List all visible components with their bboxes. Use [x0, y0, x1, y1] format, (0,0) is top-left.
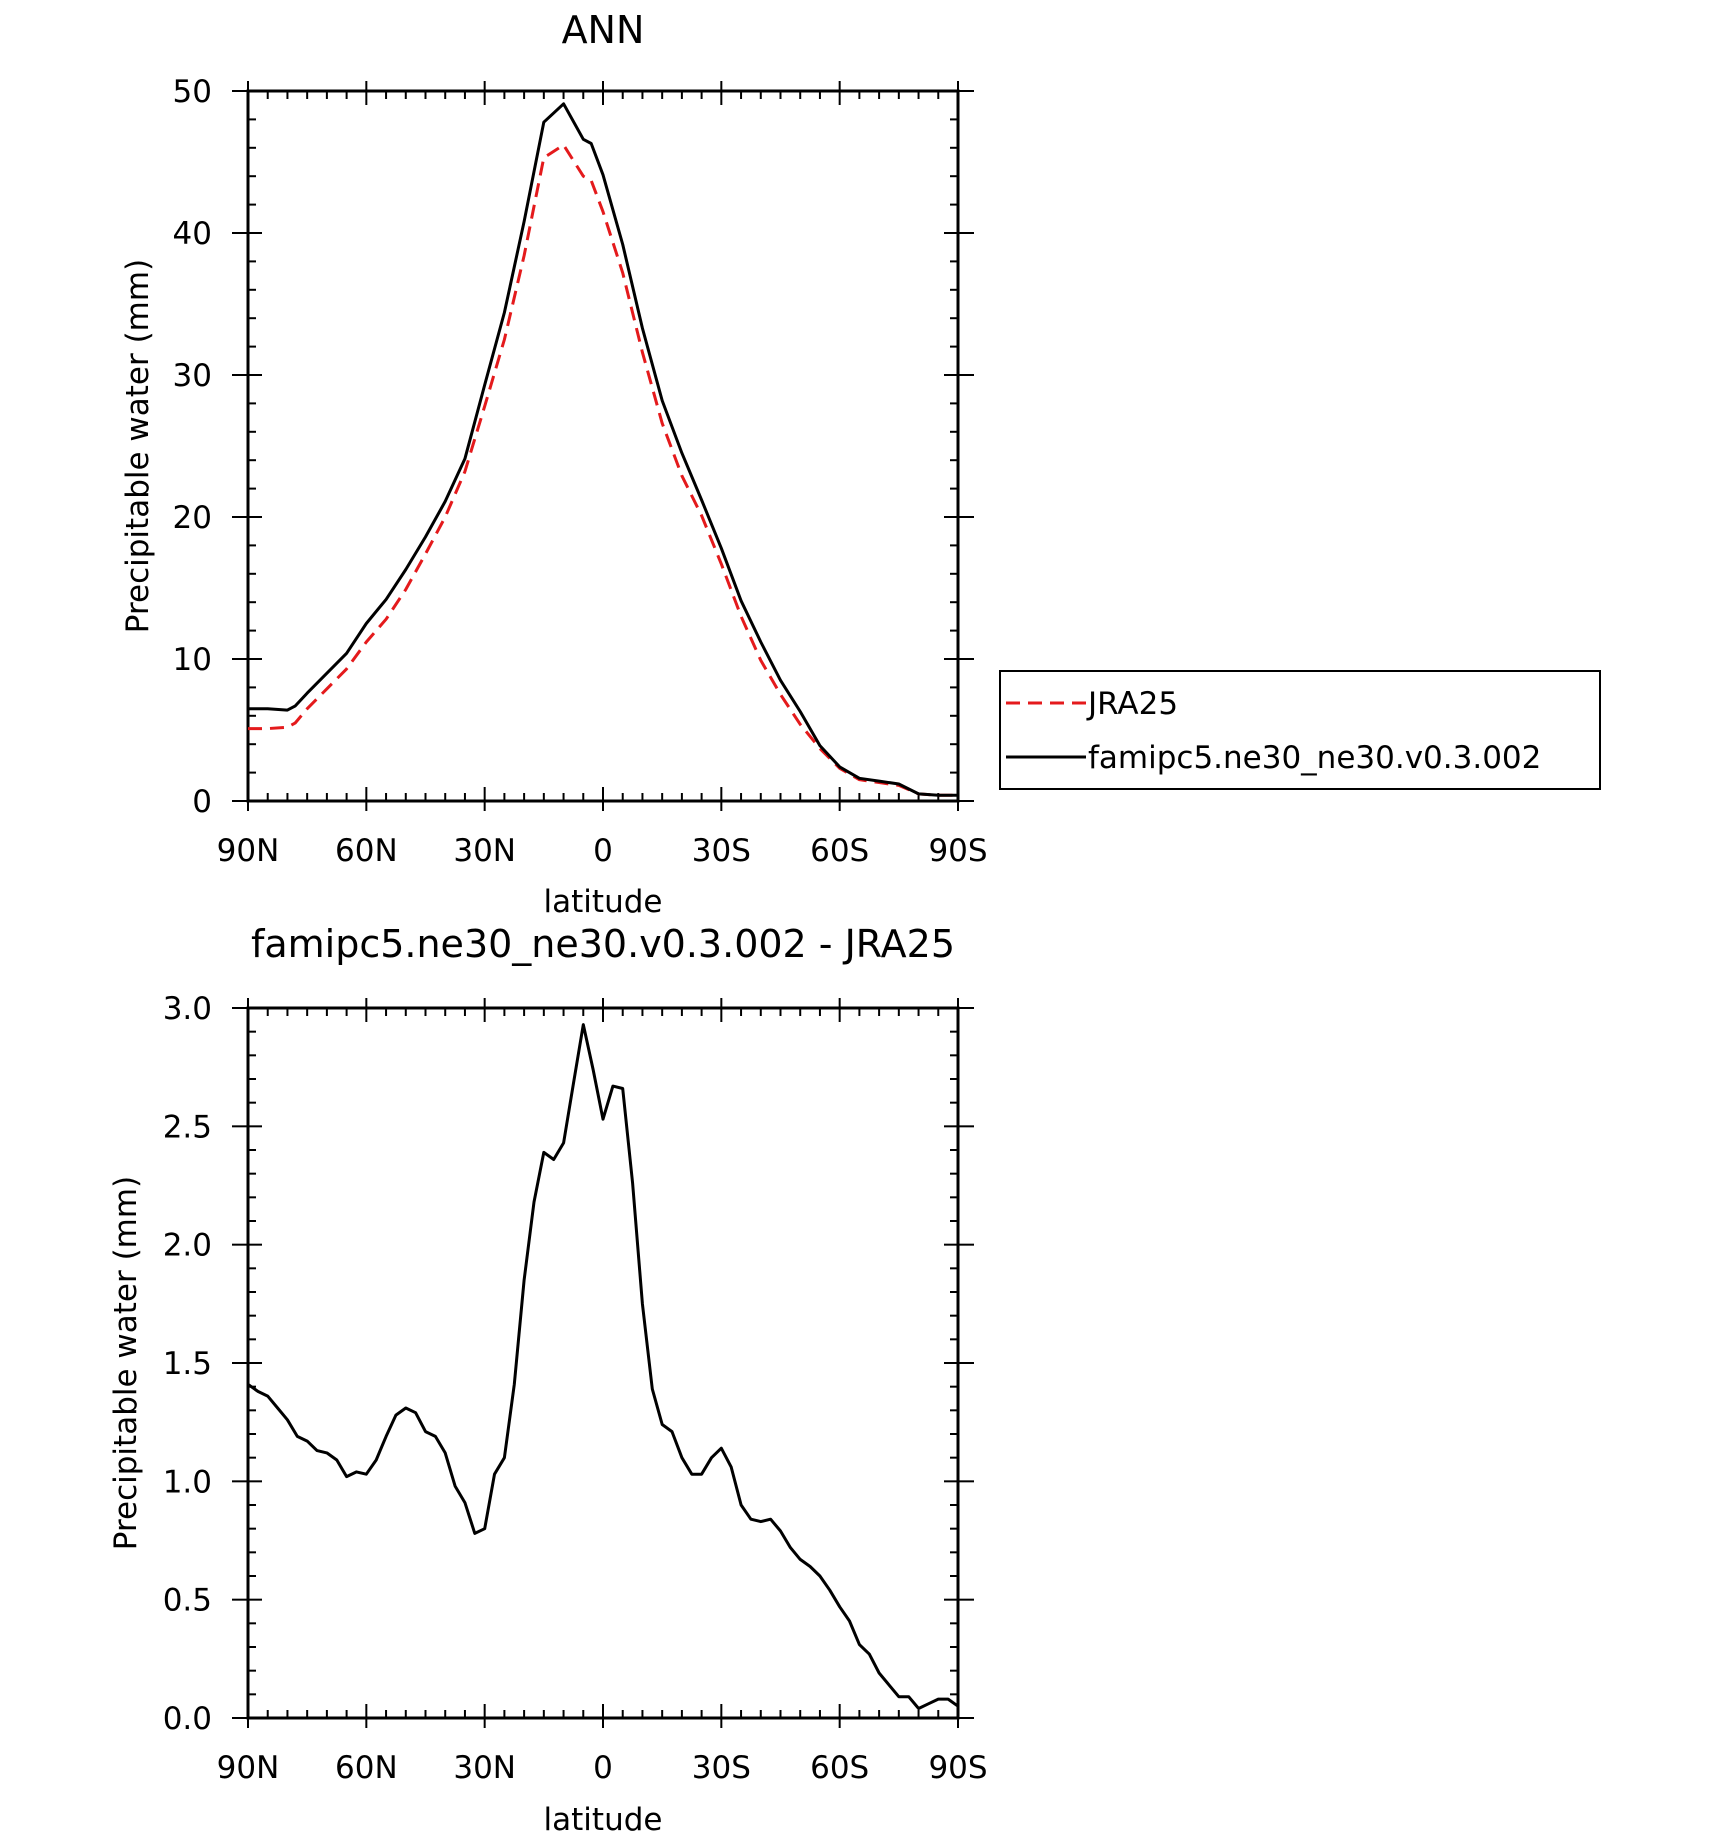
series-line-jra25 [248, 143, 958, 797]
plot-frame [246, 89, 960, 803]
x-tick-label: 0 [593, 833, 613, 869]
y-tick-label: 50 [173, 74, 212, 110]
x-tick-label: 90S [928, 1750, 987, 1786]
y-tick-label: 1.0 [163, 1464, 212, 1500]
axis-ticks: 90N 60N 30N 0 30S 60S 90S 0.0 0.5 1.0 1.5 2.0 2.5 3.0 [163, 991, 988, 1786]
legend-label-jra25: JRA25 [1086, 686, 1178, 722]
series-layer [247, 1023, 959, 1710]
y-axis-label: Precipitable water (mm) [120, 259, 156, 633]
x-tick-label: 60S [810, 1750, 869, 1786]
x-tick-label: 0 [593, 1750, 613, 1786]
x-axis-label: latitude [544, 1802, 663, 1838]
chart-difference-precipitable-water: famipc5.ne30_ne30.v0.3.002 - JRA25 90N 60… [108, 922, 988, 1838]
chart-title: ANN [562, 8, 645, 52]
y-tick-label: 0.0 [163, 1701, 212, 1737]
y-tick-label: 2.0 [163, 1228, 212, 1264]
chart-title: famipc5.ne30_ne30.v0.3.002 - JRA25 [251, 922, 955, 966]
x-tick-label: 30N [453, 833, 516, 869]
y-tick-label: 2.5 [163, 1109, 212, 1145]
x-tick-label: 30S [692, 833, 751, 869]
x-axis-label: latitude [544, 884, 663, 920]
y-tick-label: 40 [173, 216, 212, 252]
series-layer [248, 102, 958, 797]
chart-annual-precipitable-water: ANN 90N 60N 30N 0 30S 60S 90S 0 10 20 30 40 50 latit… [120, 8, 1601, 920]
y-tick-label: 0.5 [163, 1583, 212, 1619]
x-tick-label: 90N [217, 1750, 280, 1786]
y-axis-label: Precipitable water (mm) [108, 1176, 144, 1550]
x-tick-label: 30S [692, 1750, 751, 1786]
x-tick-label: 30N [453, 1750, 516, 1786]
y-tick-label: 3.0 [163, 991, 212, 1027]
x-tick-label: 90N [217, 833, 280, 869]
legend: JRA25 famipc5.ne30_ne30.v0.3.002 [999, 670, 1601, 790]
y-tick-label: 1.5 [163, 1346, 212, 1382]
y-tick-label: 0 [192, 784, 212, 820]
y-tick-label: 30 [173, 358, 212, 394]
series-line-diff-0 [247, 1023, 959, 1710]
legend-box [999, 670, 1601, 790]
axis-ticks: 90N 60N 30N 0 30S 60S 90S 0 10 20 30 40 50 [173, 74, 988, 869]
x-tick-label: 60S [810, 833, 869, 869]
x-tick-label: 90S [928, 833, 987, 869]
legend-label-model: famipc5.ne30_ne30.v0.3.002 [1088, 740, 1541, 776]
y-tick-label: 20 [173, 500, 212, 536]
x-tick-label: 60N [335, 1750, 398, 1786]
series-line-famipc5-ne30-ne30-v0-3-002 [248, 102, 958, 797]
y-tick-label: 10 [173, 642, 212, 678]
x-tick-label: 60N [335, 833, 398, 869]
